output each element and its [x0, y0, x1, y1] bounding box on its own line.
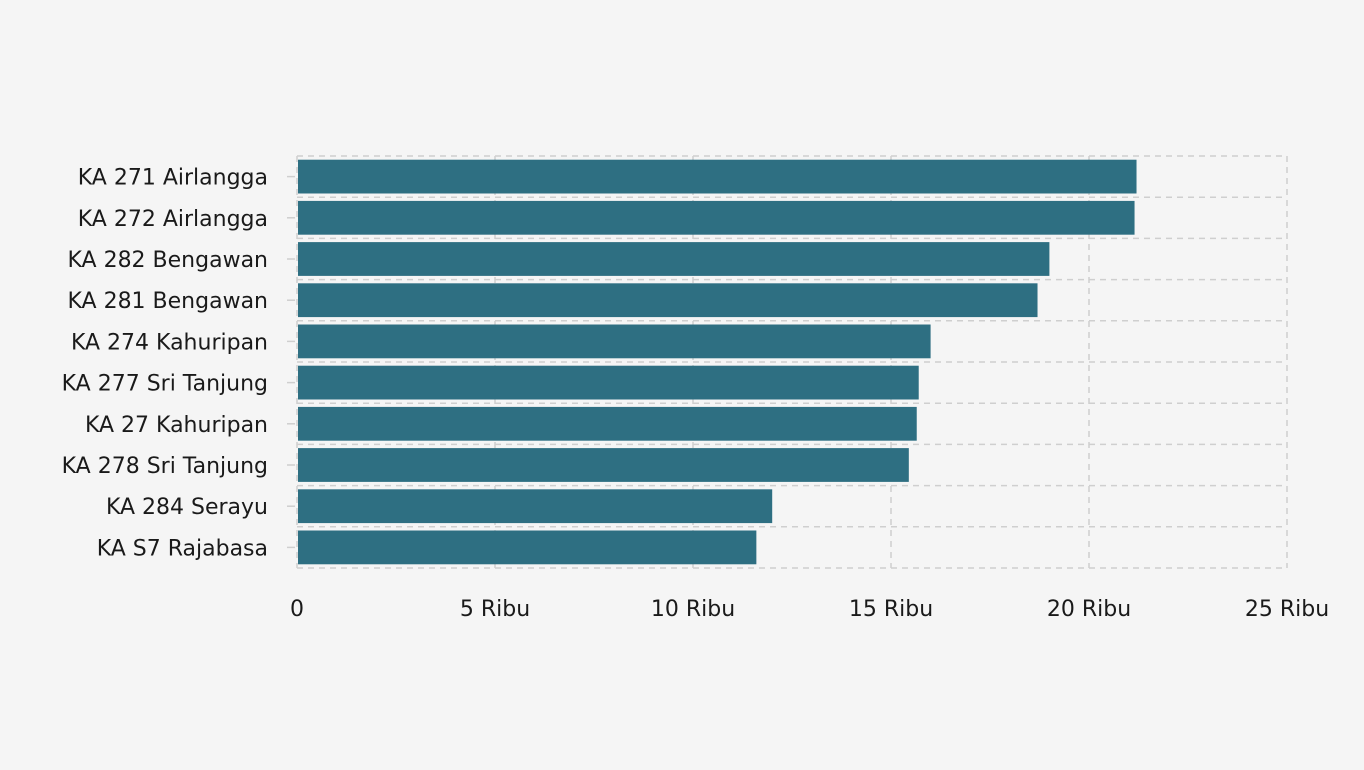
grid-layer [296, 155, 1288, 569]
bar-6[interactable] [298, 406, 917, 441]
bar-1[interactable] [298, 200, 1135, 235]
category-label-2: KA 282 Bengawan [67, 248, 268, 273]
category-labels: KA 271 Airlangga KA 272 Airlangga KA 282 B… [62, 166, 295, 561]
bar-5[interactable] [298, 365, 919, 400]
category-label-8: KA 284 Serayu [106, 495, 268, 520]
category-label-1: KA 272 Airlangga [78, 207, 268, 232]
bar-0[interactable] [298, 159, 1137, 194]
category-label-9: KA S7 Rajabasa [97, 536, 268, 561]
category-label-5: KA 277 Sri Tanjung [62, 372, 268, 397]
x-tick-label-4: 20 Ribu [1047, 597, 1131, 622]
x-tick-label-2: 10 Ribu [651, 597, 735, 622]
category-label-0: KA 271 Airlangga [78, 166, 268, 191]
x-tick-label-1: 5 Ribu [460, 597, 530, 622]
bar-2[interactable] [298, 242, 1050, 276]
category-label-3: KA 281 Bengawan [67, 289, 268, 314]
bar-3[interactable] [298, 283, 1038, 318]
x-tick-label-0: 0 [290, 597, 304, 622]
bar-8[interactable] [298, 489, 773, 524]
bar-4[interactable] [298, 324, 931, 359]
x-tick-label-5: 25 Ribu [1245, 597, 1329, 622]
bar-7[interactable] [298, 448, 909, 482]
category-label-7: KA 278 Sri Tanjung [62, 454, 268, 479]
bar-9[interactable] [298, 530, 757, 565]
x-tick-labels: 0 5 Ribu 10 Ribu 15 Ribu 20 Ribu 25 Ribu [290, 597, 1329, 622]
bars-layer [298, 159, 1137, 565]
category-label-6: KA 27 Kahuripan [85, 413, 268, 438]
x-tick-label-3: 15 Ribu [849, 597, 933, 622]
category-label-4: KA 274 Kahuripan [71, 330, 268, 355]
